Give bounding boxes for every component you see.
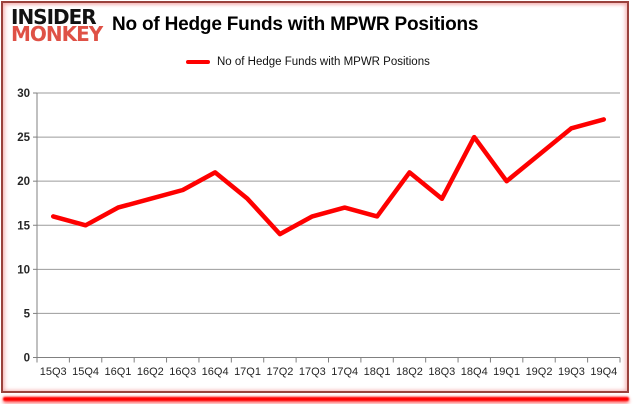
x-axis-label: 16Q4 — [202, 366, 229, 378]
x-axis-label: 16Q2 — [137, 366, 164, 378]
x-axis-label: 18Q3 — [428, 366, 455, 378]
x-axis-label: 18Q2 — [396, 366, 423, 378]
x-axis-label: 18Q1 — [364, 366, 391, 378]
x-axis-label: 15Q3 — [40, 366, 67, 378]
legend-line-swatch — [186, 59, 210, 65]
y-axis-label: 10 — [17, 264, 30, 276]
y-axis-label: 0 — [24, 353, 30, 365]
series-line-mpwr — [50, 117, 607, 237]
x-axis-label: 19Q4 — [590, 366, 617, 378]
legend-label: No of Hedge Funds with MPWR Positions — [217, 56, 430, 68]
x-axis-label: 19Q3 — [558, 366, 585, 378]
x-axis-label: 15Q4 — [72, 366, 99, 378]
legend: No of Hedge Funds with MPWR Positions — [186, 56, 430, 68]
x-axis-label: 17Q4 — [331, 366, 358, 378]
insider-monkey-logo: INSIDER MONKEY — [11, 5, 103, 46]
logo-text-monkey: MONKEY — [11, 22, 103, 46]
x-axis-label: 18Q4 — [461, 366, 488, 378]
x-axis-label: 17Q2 — [266, 366, 293, 378]
chart-title: No of Hedge Funds with MPWR Positions — [112, 14, 479, 35]
bottom-red-glow — [3, 397, 629, 401]
x-axis-label: 19Q2 — [526, 366, 553, 378]
logo-text-insider: INSIDER — [11, 5, 97, 29]
x-axis-label: 16Q3 — [169, 366, 196, 378]
x-axis-label: 17Q3 — [299, 366, 326, 378]
y-axis-label: 20 — [17, 176, 30, 188]
chart-card-frame — [1, 1, 629, 393]
x-axis-label: 17Q1 — [234, 366, 261, 378]
y-axis-label: 30 — [17, 88, 30, 100]
x-axis-label: 16Q1 — [105, 366, 132, 378]
y-axis-label: 25 — [17, 132, 30, 144]
y-axis-label: 15 — [17, 220, 30, 232]
x-axis-label: 19Q1 — [493, 366, 520, 378]
y-axis-label: 5 — [24, 308, 31, 320]
